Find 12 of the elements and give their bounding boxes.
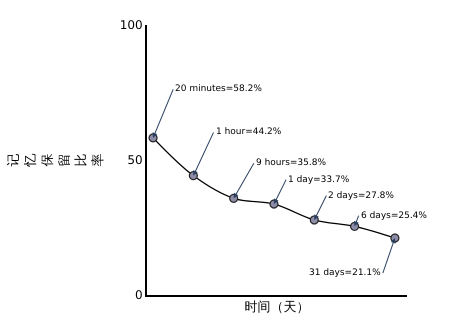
annotation: 9 hours=35.8%	[256, 158, 326, 168]
y-axis-title: 记忆保留比率	[6, 154, 106, 168]
y-tick-label: 50	[127, 153, 143, 168]
annotation: 31 days=21.1%	[309, 268, 382, 278]
annotation: 1 hour=44.2%	[216, 127, 282, 137]
y-tick-label: 100	[120, 18, 143, 32]
annotation: 2 days=27.8%	[328, 191, 394, 201]
annotation: 20 minutes=58.2%	[175, 84, 262, 94]
annotation: 6 days=25.4%	[361, 211, 428, 221]
x-axis-title: 时间（天）	[244, 300, 310, 316]
annotation: 1 day=33.7%	[288, 175, 350, 185]
y-tick-label: 0	[134, 288, 143, 302]
